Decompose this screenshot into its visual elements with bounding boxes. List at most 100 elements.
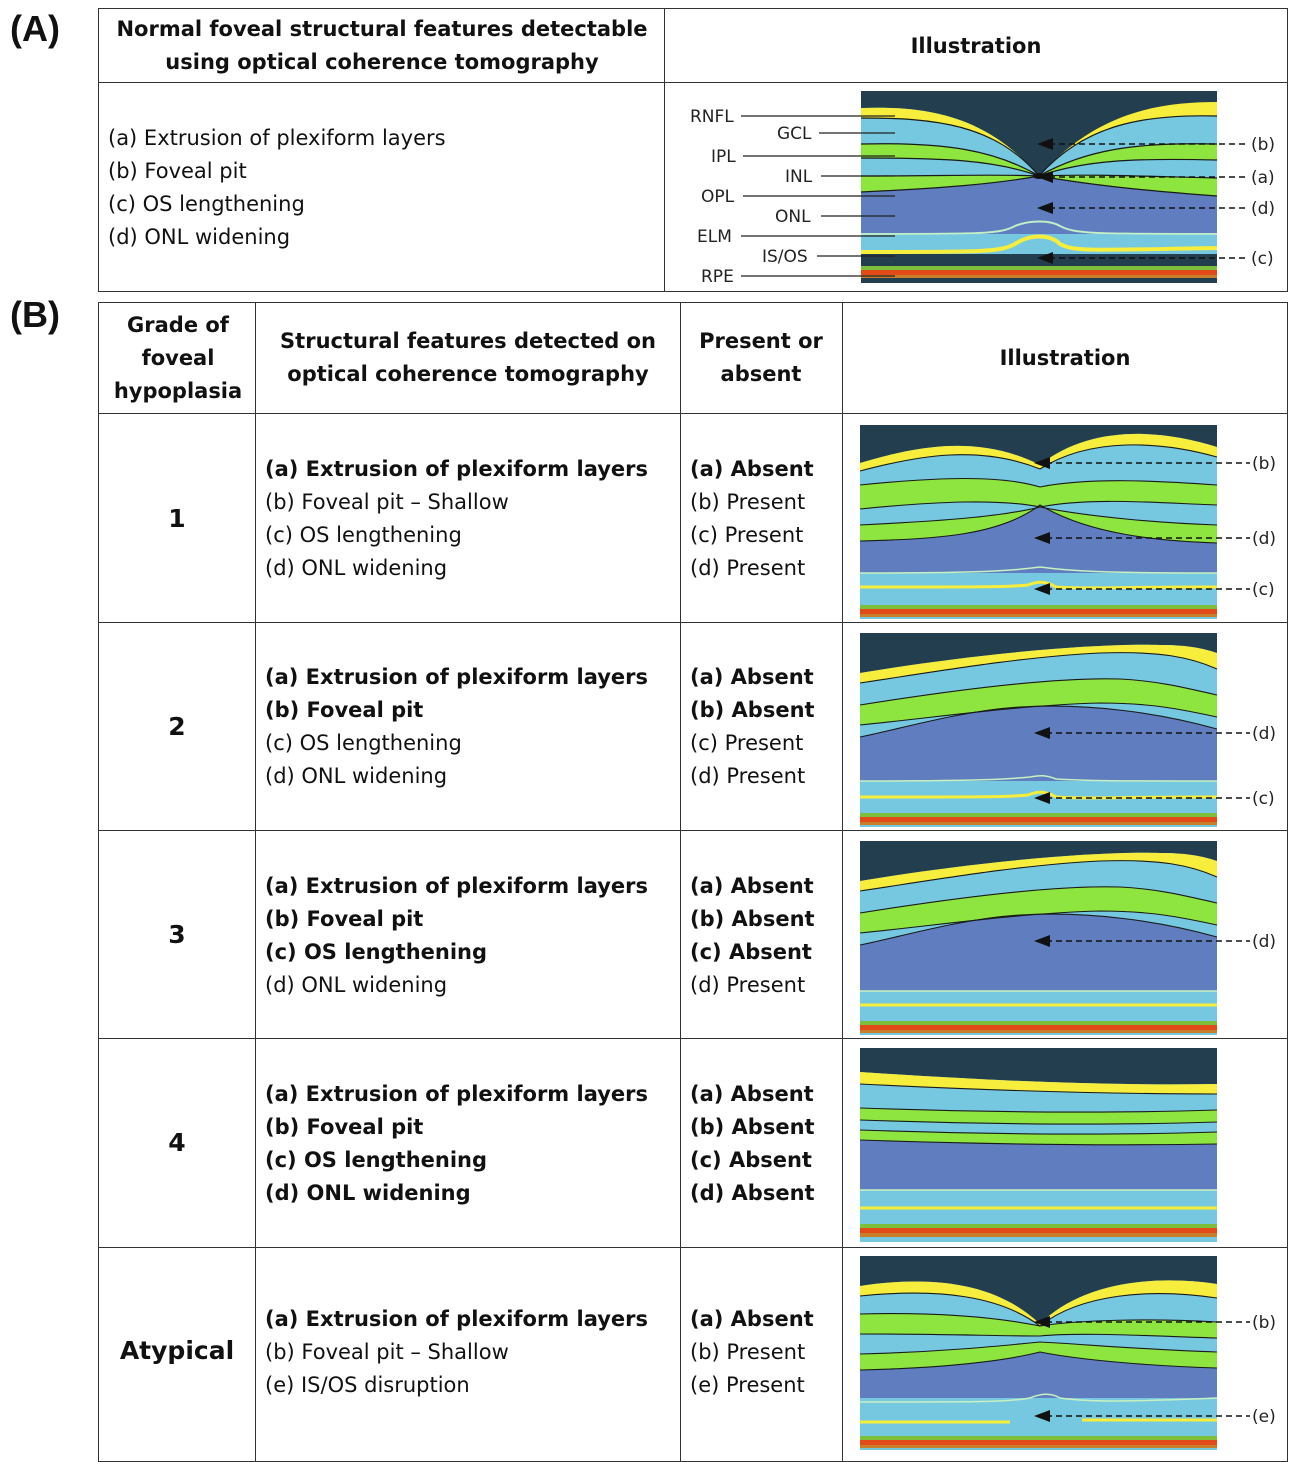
- feature-item: (a) Extrusion of plexiform layers: [108, 126, 446, 150]
- header-grade: Grade of foveal hypoplasia: [113, 312, 243, 403]
- feature-item: (a) Extrusion of plexiform layers: [265, 457, 649, 481]
- annotation: (d): [1252, 932, 1276, 952]
- panel-a-header-rule: [98, 82, 1288, 83]
- row-rule-1: [98, 622, 1288, 623]
- status-list: (a) Absent (b) Absent (c) Present (d) Pr…: [690, 661, 815, 793]
- feature-item: (b) Foveal pit – Shallow: [265, 1340, 509, 1364]
- row-rule-0: [98, 413, 1288, 414]
- feature-list: (a) Extrusion of plexiform layers (b) Fo…: [265, 870, 648, 1002]
- label-gcl: GCL: [777, 124, 812, 144]
- status-item: (e) Present: [690, 1373, 805, 1397]
- header-present: Present or absent: [699, 329, 823, 386]
- panel-a-feature-list: (a) Extrusion of plexiform layers (b) Fo…: [108, 122, 446, 254]
- label-isos: IS/OS: [762, 247, 808, 267]
- status-item: (c) Present: [690, 523, 804, 547]
- label-rnfl: RNFL: [690, 107, 734, 127]
- annotation: (b): [1252, 454, 1276, 474]
- grade-label: 2: [168, 712, 186, 741]
- label-inl: INL: [785, 167, 813, 187]
- col-divider-2: [680, 302, 681, 1462]
- feature-item: (c) OS lengthening: [265, 731, 462, 755]
- status-item: (c) Absent: [690, 1148, 812, 1172]
- status-list: (a) Absent (b) Present (c) Present (d) P…: [690, 453, 814, 585]
- panel-a-label: (A): [10, 8, 60, 49]
- label-onl: ONL: [775, 207, 811, 227]
- annotation: (c): [1252, 789, 1275, 809]
- grade-label: 4: [168, 1128, 186, 1157]
- feature-item: (d) ONL widening: [265, 764, 448, 788]
- panel-a-header-illustration: Illustration: [910, 33, 1042, 58]
- col-divider-1: [255, 302, 256, 1462]
- feature-item: (b) Foveal pit: [265, 698, 424, 722]
- label-ipl: IPL: [711, 147, 736, 167]
- header-illustration: Illustration: [999, 345, 1131, 370]
- grade-label: Atypical: [119, 1336, 235, 1365]
- feature-item: (a) Extrusion of plexiform layers: [265, 665, 649, 689]
- grade-3-illustration: (d): [859, 841, 1276, 1035]
- status-item: (c) Absent: [690, 940, 812, 964]
- status-item: (a) Absent: [690, 665, 814, 689]
- feature-item: (c) OS lengthening: [265, 1148, 488, 1172]
- feature-item: (d) ONL widening: [265, 973, 448, 997]
- annotation: (d): [1252, 529, 1276, 549]
- feature-list: (a) Extrusion of plexiform layers (b) Fo…: [265, 453, 648, 585]
- row-rule-4: [98, 1247, 1288, 1248]
- feature-list: (a) Extrusion of plexiform layers (b) Fo…: [265, 661, 648, 793]
- annotation-c: (c): [1251, 249, 1274, 269]
- grade-2-illustration: (d) (c): [859, 633, 1276, 827]
- annotation-b: (b): [1251, 135, 1275, 155]
- feature-list: (a) Extrusion of plexiform layers (b) Fo…: [265, 1303, 648, 1402]
- annotation: (e): [1252, 1407, 1276, 1427]
- status-item: (b) Present: [690, 1340, 806, 1364]
- status-item: (d) Present: [690, 764, 806, 788]
- row-rule-3: [98, 1038, 1288, 1039]
- feature-item: (d) ONL widening: [265, 556, 448, 580]
- feature-item: (b) Foveal pit: [265, 907, 424, 931]
- annotation-a: (a): [1251, 168, 1275, 188]
- status-item: (a) Absent: [690, 874, 814, 898]
- label-elm: ELM: [697, 227, 732, 247]
- annotation: (b): [1252, 1313, 1276, 1333]
- feature-item: (a) Extrusion of plexiform layers: [265, 1082, 649, 1106]
- panel-a-divider: [664, 8, 665, 292]
- label-opl: OPL: [701, 187, 735, 207]
- feature-item: (e) IS/OS disruption: [265, 1373, 470, 1397]
- grade-label: 1: [168, 504, 186, 533]
- feature-item: (a) Extrusion of plexiform layers: [265, 1307, 649, 1331]
- panel-b-label: (B): [10, 294, 60, 335]
- status-list: (a) Absent (b) Present (e) Present: [690, 1303, 814, 1402]
- feature-item: (c) OS lengthening: [108, 192, 305, 216]
- status-item: (d) Present: [690, 556, 806, 580]
- status-item: (d) Absent: [690, 1181, 815, 1205]
- feature-item: (c) OS lengthening: [265, 940, 488, 964]
- panel-a-header-features: Normal foveal structural features detect…: [116, 17, 648, 74]
- grade-label: 3: [168, 920, 186, 949]
- status-item: (b) Absent: [690, 1115, 815, 1139]
- normal-fovea-illustration: RNFL GCL IPL INL OPL ONL ELM IS/OS RPE (…: [690, 91, 1275, 287]
- status-item: (a) Absent: [690, 1082, 814, 1106]
- feature-item: (b) Foveal pit: [108, 159, 247, 183]
- grade-1-illustration: (b) (d) (c): [859, 425, 1276, 619]
- label-rpe: RPE: [701, 267, 734, 287]
- status-list: (a) Absent (b) Absent (c) Absent (d) Pre…: [690, 870, 815, 1002]
- grade-4-illustration: [859, 1048, 1218, 1242]
- feature-item: (c) OS lengthening: [265, 523, 462, 547]
- status-item: (b) Present: [690, 490, 806, 514]
- annotation-d: (d): [1251, 199, 1275, 219]
- feature-list: (a) Extrusion of plexiform layers (b) Fo…: [265, 1078, 648, 1210]
- feature-item: (b) Foveal pit – Shallow: [265, 490, 509, 514]
- feature-item: (b) Foveal pit: [265, 1115, 424, 1139]
- feature-item: (d) ONL widening: [108, 225, 291, 249]
- status-item: (a) Absent: [690, 1307, 814, 1331]
- feature-item: (a) Extrusion of plexiform layers: [265, 874, 649, 898]
- col-divider-3: [842, 302, 843, 1462]
- status-item: (d) Present: [690, 973, 806, 997]
- panel-a-table: [98, 8, 1288, 292]
- status-item: (b) Absent: [690, 698, 815, 722]
- status-item: (a) Absent: [690, 457, 814, 481]
- status-list: (a) Absent (b) Absent (c) Absent (d) Abs…: [690, 1078, 815, 1210]
- feature-item: (d) ONL widening: [265, 1181, 471, 1205]
- annotation: (c): [1252, 580, 1275, 600]
- header-features: Structural features detected on optical …: [280, 329, 656, 386]
- status-item: (c) Present: [690, 731, 804, 755]
